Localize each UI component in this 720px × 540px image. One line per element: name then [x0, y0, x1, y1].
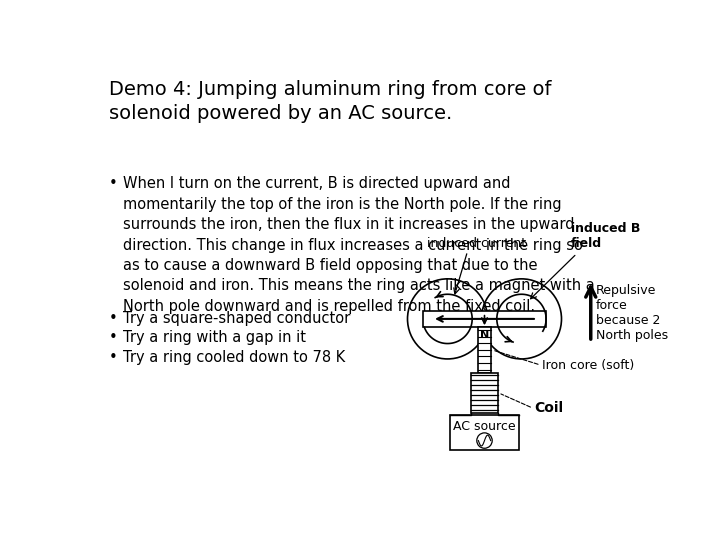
Text: Repulsive
force
because 2
North poles: Repulsive force because 2 North poles — [596, 284, 668, 342]
Text: •: • — [109, 311, 117, 326]
Text: N: N — [480, 330, 489, 340]
Text: AC source: AC source — [453, 420, 516, 433]
Circle shape — [477, 433, 492, 448]
Text: When I turn on the current, B is directed upward and
momentarily the top of the : When I turn on the current, B is directe… — [122, 177, 594, 314]
Text: induced current: induced current — [427, 237, 526, 249]
Text: •: • — [109, 350, 117, 364]
Text: Try a ring cooled down to 78 K: Try a ring cooled down to 78 K — [122, 350, 345, 364]
Text: Try a ring with a gap in it: Try a ring with a gap in it — [122, 330, 305, 346]
Bar — [471, 373, 498, 413]
Text: Try a square-shaped conductor: Try a square-shaped conductor — [122, 311, 350, 326]
Bar — [477, 327, 492, 373]
Text: induced B
field: induced B field — [571, 221, 640, 249]
Text: Coil: Coil — [534, 401, 564, 415]
Text: •: • — [109, 330, 117, 346]
Bar — [423, 311, 546, 327]
Text: •: • — [109, 177, 117, 192]
Text: Demo 4: Jumping aluminum ring from core of
solenoid powered by an AC source.: Demo 4: Jumping aluminum ring from core … — [109, 80, 552, 124]
Text: Iron core (soft): Iron core (soft) — [542, 359, 634, 372]
Bar — [450, 415, 519, 450]
